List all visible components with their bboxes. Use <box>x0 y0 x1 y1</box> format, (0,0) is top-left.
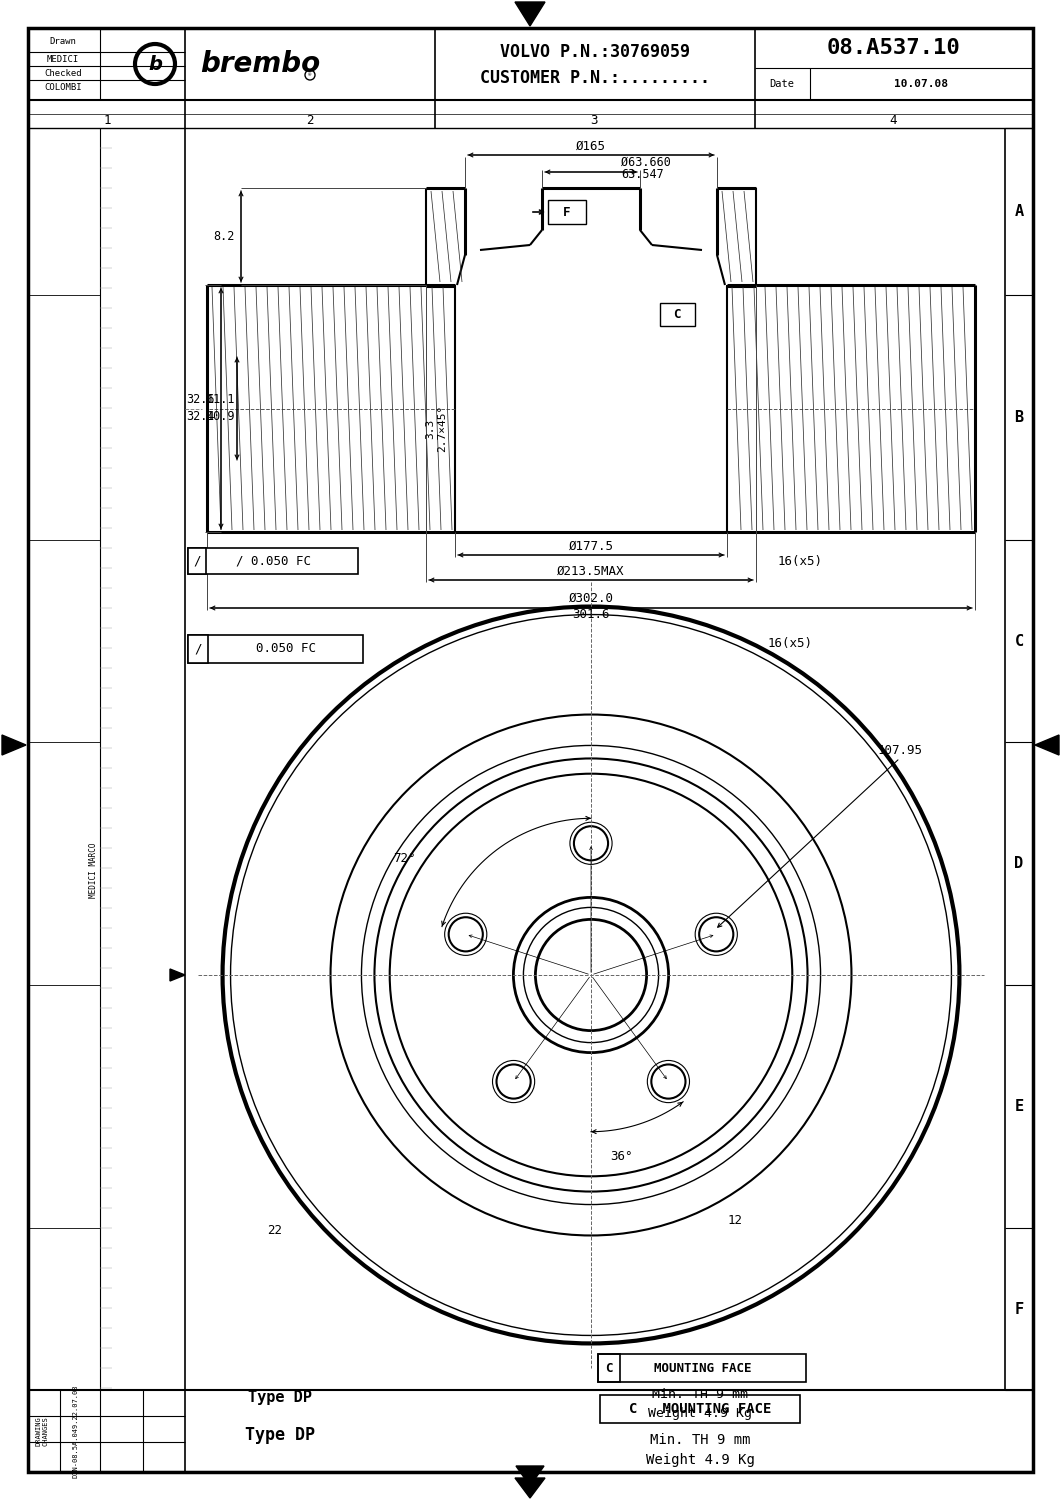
Text: 11.1: 11.1 <box>207 393 234 406</box>
Text: VOLVO P.N.:30769059: VOLVO P.N.:30769059 <box>500 44 690 62</box>
Text: Weight 4.9 Kg: Weight 4.9 Kg <box>648 1407 752 1419</box>
Polygon shape <box>2 735 27 754</box>
Bar <box>598 1354 806 1382</box>
Text: Weight 4.9 Kg: Weight 4.9 Kg <box>645 1454 754 1467</box>
Bar <box>660 303 695 326</box>
Text: 63.547: 63.547 <box>621 168 664 182</box>
Text: Type DP: Type DP <box>248 1390 312 1406</box>
Text: 36°: 36° <box>610 1150 632 1162</box>
Text: MOUNTING FACE: MOUNTING FACE <box>655 1362 752 1374</box>
Polygon shape <box>170 969 185 981</box>
Text: 10.07.08: 10.07.08 <box>894 80 947 88</box>
Text: MEDICI: MEDICI <box>47 54 80 63</box>
Text: Min. TH 9 mm: Min. TH 9 mm <box>653 1389 748 1401</box>
Bar <box>188 634 363 663</box>
Text: C: C <box>605 1362 613 1374</box>
Text: Ø302.0: Ø302.0 <box>569 591 613 604</box>
Text: 10.9: 10.9 <box>207 410 234 423</box>
Text: /: / <box>193 555 201 567</box>
Text: 16(x5): 16(x5) <box>767 636 813 650</box>
Text: C   MOUNTING FACE: C MOUNTING FACE <box>629 1402 771 1416</box>
Polygon shape <box>515 2 545 26</box>
Bar <box>188 548 358 574</box>
Text: Ø213.5MAX: Ø213.5MAX <box>557 564 625 578</box>
Text: 16(x5): 16(x5) <box>778 555 822 567</box>
Text: 3: 3 <box>590 114 597 128</box>
Text: COLOMBI: COLOMBI <box>45 82 82 92</box>
Text: 8.2: 8.2 <box>213 230 234 243</box>
Text: D: D <box>1014 856 1024 871</box>
Text: Type DP: Type DP <box>245 1426 315 1444</box>
Text: b: b <box>147 56 162 75</box>
Text: F: F <box>563 206 571 219</box>
Text: 301.6: 301.6 <box>572 608 610 621</box>
Text: Ø63.660: Ø63.660 <box>621 156 671 168</box>
Text: /: / <box>194 642 202 656</box>
Text: ®: ® <box>309 72 312 78</box>
Text: 1: 1 <box>103 114 110 128</box>
Text: brembo: brembo <box>199 50 320 78</box>
Text: F: F <box>1014 1302 1024 1317</box>
Text: 22: 22 <box>267 1224 282 1236</box>
Text: 12: 12 <box>728 1214 743 1227</box>
Text: 3.3
2.7×45°: 3.3 2.7×45° <box>425 405 447 451</box>
Text: 107.95: 107.95 <box>877 744 922 756</box>
Text: 32.4: 32.4 <box>187 410 215 423</box>
Text: Ø165: Ø165 <box>576 140 606 153</box>
Text: DRAWING
CHANGES: DRAWING CHANGES <box>35 1416 49 1446</box>
Text: E: E <box>1014 1100 1024 1114</box>
Bar <box>601 1395 800 1423</box>
Text: 08.A537.10: 08.A537.10 <box>827 38 960 58</box>
Text: MEDICI MARCO: MEDICI MARCO <box>88 843 98 897</box>
Polygon shape <box>1034 735 1059 754</box>
Text: Ø177.5: Ø177.5 <box>569 540 613 552</box>
Bar <box>188 634 208 663</box>
Polygon shape <box>515 1478 545 1498</box>
Text: CUSTOMER P.N.:.........: CUSTOMER P.N.:......... <box>480 69 710 87</box>
Polygon shape <box>516 1466 544 1486</box>
Text: B: B <box>1014 410 1024 424</box>
Text: 72°: 72° <box>393 852 416 865</box>
Text: Drawn: Drawn <box>50 38 76 46</box>
Bar <box>547 200 586 223</box>
Text: C: C <box>1014 633 1024 648</box>
Text: A: A <box>1014 204 1024 219</box>
Bar <box>598 1354 620 1382</box>
Text: 2: 2 <box>307 114 314 128</box>
Text: / 0.050 FC: / 0.050 FC <box>236 555 311 567</box>
Text: Date: Date <box>769 80 795 88</box>
Text: 4: 4 <box>889 114 897 128</box>
Text: Min. TH 9 mm: Min. TH 9 mm <box>649 1432 750 1448</box>
Text: 32.6: 32.6 <box>187 393 215 406</box>
Bar <box>188 548 206 574</box>
Text: DIN-08.5A.049.22.07.08: DIN-08.5A.049.22.07.08 <box>72 1384 79 1478</box>
Text: C: C <box>674 309 681 321</box>
Text: Checked: Checked <box>45 69 82 78</box>
Text: 0.050 FC: 0.050 FC <box>256 642 316 656</box>
